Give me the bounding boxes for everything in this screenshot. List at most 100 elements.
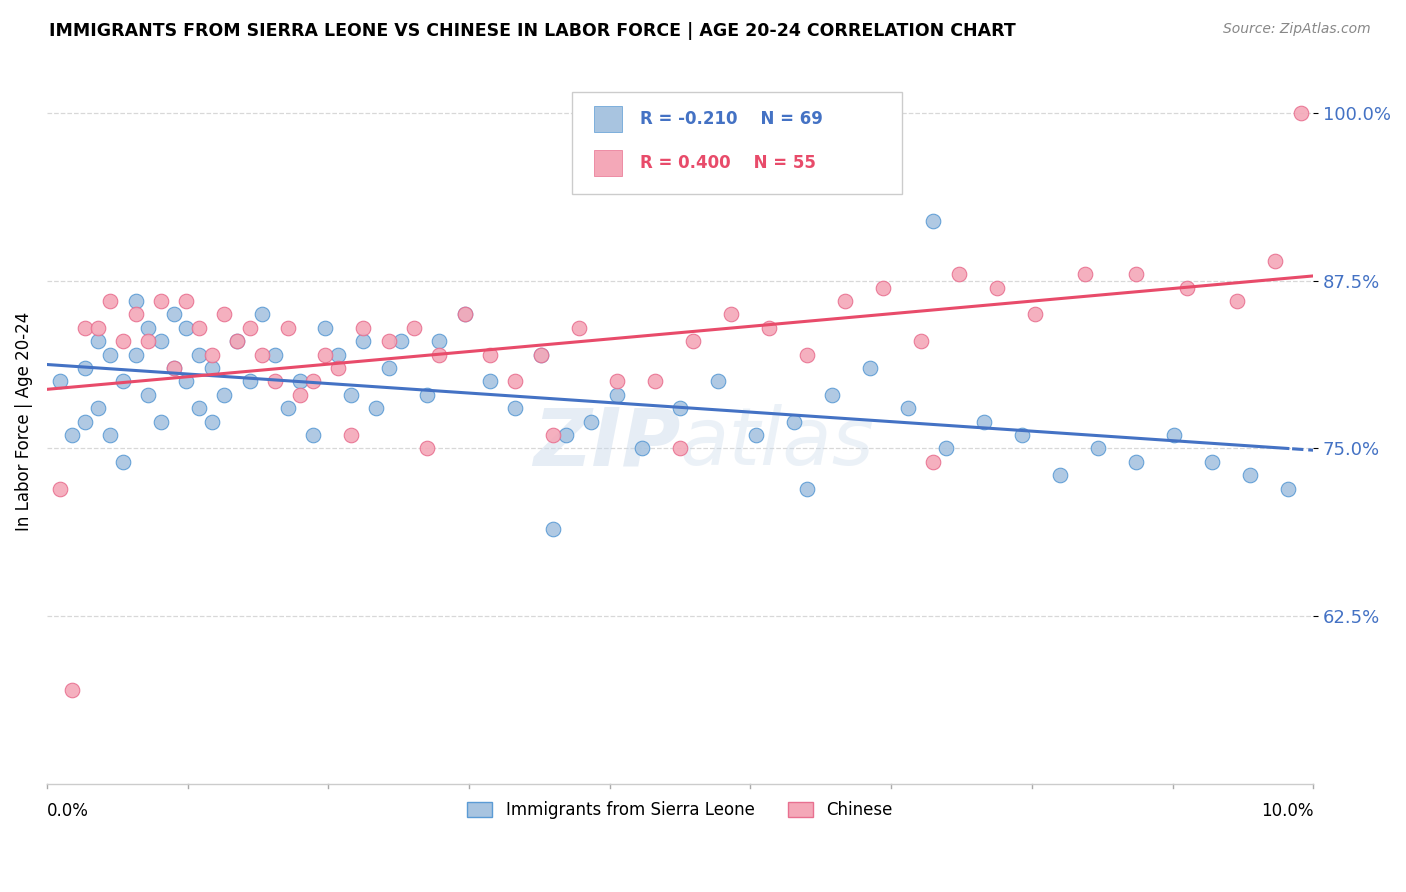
Point: [60, 428, 83, 442]
Point: [922, 455, 945, 469]
Point: [111, 334, 134, 349]
Point: [353, 334, 375, 349]
Point: [86, 401, 108, 416]
Point: [263, 375, 285, 389]
Point: [1175, 280, 1198, 294]
Point: [301, 428, 323, 442]
Point: [73, 320, 96, 334]
Point: [834, 293, 856, 308]
Point: [416, 388, 439, 402]
Point: [149, 415, 172, 429]
Point: [530, 348, 553, 362]
Point: [225, 334, 247, 349]
Point: [238, 375, 260, 389]
Point: [98, 428, 121, 442]
Point: [1074, 267, 1097, 281]
Point: [581, 415, 603, 429]
Point: [98, 348, 121, 362]
Point: [73, 361, 96, 376]
FancyBboxPatch shape: [572, 92, 901, 194]
Point: [505, 401, 527, 416]
Point: [669, 442, 692, 456]
Point: [1239, 468, 1261, 483]
Point: [212, 388, 235, 402]
Point: [1125, 455, 1147, 469]
Text: IMMIGRANTS FROM SIERRA LEONE VS CHINESE IN LABOR FORCE | AGE 20-24 CORRELATION C: IMMIGRANTS FROM SIERRA LEONE VS CHINESE …: [49, 22, 1017, 40]
Point: [328, 361, 350, 376]
Point: [783, 415, 806, 429]
Point: [288, 375, 311, 389]
Point: [149, 334, 172, 349]
Point: [276, 320, 298, 334]
Point: [162, 361, 184, 376]
Point: [86, 334, 108, 349]
Point: [606, 375, 628, 389]
Point: [1087, 442, 1109, 456]
Point: [98, 293, 121, 308]
Point: [301, 375, 323, 389]
Text: ZIP: ZIP: [533, 404, 681, 483]
Point: [124, 293, 146, 308]
Point: [429, 334, 451, 349]
Point: [136, 388, 159, 402]
Point: [149, 293, 172, 308]
Point: [454, 307, 477, 321]
Point: [1289, 106, 1312, 120]
Point: [263, 348, 285, 362]
Point: [48, 375, 70, 389]
Point: [238, 320, 260, 334]
Point: [745, 428, 768, 442]
Point: [821, 388, 844, 402]
Point: [250, 348, 273, 362]
Point: [86, 320, 108, 334]
Point: [568, 320, 591, 334]
Point: [416, 442, 439, 456]
Point: [73, 415, 96, 429]
Text: R = 0.400    N = 55: R = 0.400 N = 55: [640, 154, 815, 172]
Point: [48, 482, 70, 496]
Point: [1201, 455, 1223, 469]
Point: [922, 213, 945, 227]
Point: [644, 375, 666, 389]
Point: [796, 348, 818, 362]
Point: [897, 401, 920, 416]
Point: [60, 682, 83, 697]
Y-axis label: In Labor Force | Age 20-24: In Labor Force | Age 20-24: [15, 312, 32, 532]
Point: [669, 401, 692, 416]
Point: [162, 307, 184, 321]
Point: [1049, 468, 1071, 483]
FancyBboxPatch shape: [593, 106, 621, 132]
Point: [378, 361, 401, 376]
Point: [187, 348, 209, 362]
Point: [935, 442, 957, 456]
Point: [758, 320, 780, 334]
Point: [174, 375, 197, 389]
Point: [948, 267, 970, 281]
Point: [136, 320, 159, 334]
Point: [1163, 428, 1185, 442]
Point: [187, 401, 209, 416]
Text: 0.0%: 0.0%: [46, 802, 89, 820]
Point: [1125, 267, 1147, 281]
Point: [872, 280, 894, 294]
Point: [707, 375, 730, 389]
Point: [250, 307, 273, 321]
Point: [1024, 307, 1046, 321]
Point: [340, 428, 363, 442]
Point: [315, 348, 337, 362]
Point: [682, 334, 704, 349]
Point: [162, 361, 184, 376]
Point: [543, 428, 565, 442]
Point: [212, 307, 235, 321]
FancyBboxPatch shape: [593, 151, 621, 176]
Point: [174, 293, 197, 308]
Point: [859, 361, 882, 376]
Point: [378, 334, 401, 349]
Point: [124, 348, 146, 362]
Point: [200, 361, 222, 376]
Point: [479, 375, 502, 389]
Point: [328, 348, 350, 362]
Point: [720, 307, 742, 321]
Point: [530, 348, 553, 362]
Text: atlas: atlas: [681, 404, 875, 483]
